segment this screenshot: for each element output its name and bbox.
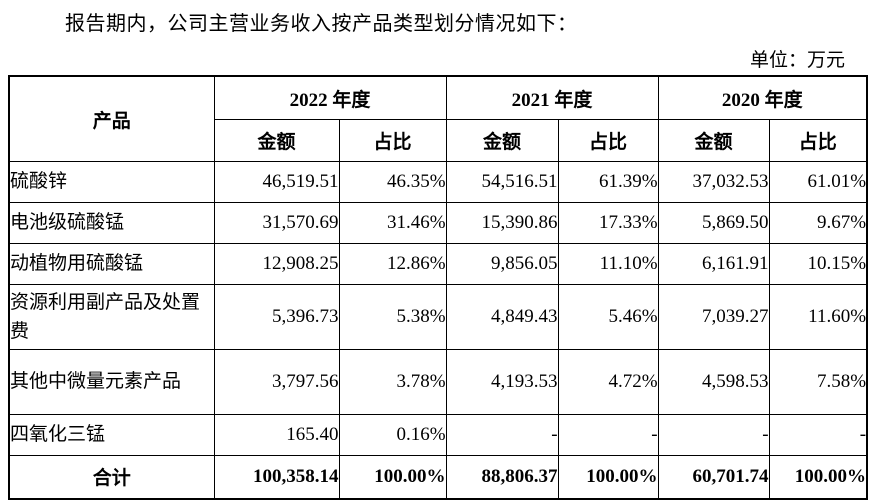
value-cell: 5.38% bbox=[338, 284, 447, 350]
value-cell: 12,908.25 bbox=[213, 243, 340, 285]
value-cell: 7.58% bbox=[768, 349, 868, 415]
value-cell: 7,039.27 bbox=[657, 284, 770, 350]
value-cell: 4,193.53 bbox=[445, 349, 559, 415]
ratio-header: 占比 bbox=[768, 119, 868, 162]
value-cell: 12.86% bbox=[338, 243, 447, 285]
value-cell: 61.01% bbox=[768, 161, 868, 203]
value-cell: - bbox=[768, 414, 868, 456]
value-cell: 5,396.73 bbox=[213, 284, 340, 350]
ratio-header: 占比 bbox=[557, 119, 659, 162]
value-cell: 9,856.05 bbox=[445, 243, 559, 285]
value-cell: 9.67% bbox=[768, 202, 868, 244]
value-cell: 10.15% bbox=[768, 243, 868, 285]
value-cell: - bbox=[445, 414, 559, 456]
value-cell: 31,570.69 bbox=[213, 202, 340, 244]
product-cell: 资源利用副产品及处置费 bbox=[8, 284, 215, 350]
table-row: 资源利用副产品及处置费 5,396.73 5.38% 4,849.43 5.46% 7,0… bbox=[8, 284, 868, 350]
value-cell: - bbox=[657, 414, 770, 456]
product-cell: 电池级硫酸锰 bbox=[8, 202, 215, 244]
total-value-cell: 88,806.37 bbox=[445, 455, 559, 499]
total-label-cell: 合计 bbox=[8, 455, 215, 499]
value-cell: - bbox=[557, 414, 659, 456]
table-row: 四氧化三锰 165.40 0.16% - - - - bbox=[8, 414, 868, 456]
amount-header: 金额 bbox=[657, 119, 770, 162]
value-cell: 54,516.51 bbox=[445, 161, 559, 203]
amount-header: 金额 bbox=[213, 119, 340, 162]
table-footer: 合计 100,358.14 100.00% 88,806.37 100.00% … bbox=[8, 455, 868, 499]
value-cell: 46.35% bbox=[338, 161, 447, 203]
value-cell: 3,797.56 bbox=[213, 349, 340, 415]
total-row: 合计 100,358.14 100.00% 88,806.37 100.00% … bbox=[8, 455, 868, 499]
value-cell: 11.10% bbox=[557, 243, 659, 285]
value-cell: 3.78% bbox=[338, 349, 447, 415]
value-cell: 5,869.50 bbox=[657, 202, 770, 244]
total-value-cell: 100.00% bbox=[338, 455, 447, 499]
unit-label: 单位：万元 bbox=[749, 50, 845, 71]
value-cell: 6,161.91 bbox=[657, 243, 770, 285]
total-value-cell: 100.00% bbox=[768, 455, 868, 499]
value-cell: 46,519.51 bbox=[213, 161, 340, 203]
value-cell: 5.46% bbox=[557, 284, 659, 350]
value-cell: 4,598.53 bbox=[657, 349, 770, 415]
value-cell: 0.16% bbox=[338, 414, 447, 456]
table-row: 硫酸锌 46,519.51 46.35% 54,516.51 61.39% 37,032.… bbox=[8, 161, 868, 203]
revenue-by-product-table: 产品 2022 年度 2021 年度 2020 年度 金额 占比 金额 占比 金… bbox=[8, 75, 869, 500]
amount-header: 金额 bbox=[445, 119, 559, 162]
ratio-header: 占比 bbox=[338, 119, 447, 162]
product-cell: 其他中微量元素产品 bbox=[8, 349, 215, 415]
year-header-2022: 2022 年度 bbox=[213, 75, 447, 120]
table-row: 动植物用硫酸锰 12,908.25 12.86% 9,856.05 11.10% 6,16… bbox=[8, 243, 868, 285]
table-row: 其他中微量元素产品 3,797.56 3.78% 4,193.53 4.72% 4,598… bbox=[8, 349, 868, 415]
product-cell: 动植物用硫酸锰 bbox=[8, 243, 215, 285]
value-cell: 165.40 bbox=[213, 414, 340, 456]
table-header: 产品 2022 年度 2021 年度 2020 年度 金额 占比 金额 占比 金… bbox=[8, 75, 868, 162]
year-header-2020: 2020 年度 bbox=[657, 75, 868, 120]
product-cell: 硫酸锌 bbox=[8, 161, 215, 203]
total-value-cell: 100,358.14 bbox=[213, 455, 340, 499]
product-cell: 四氧化三锰 bbox=[8, 414, 215, 456]
value-cell: 4,849.43 bbox=[445, 284, 559, 350]
value-cell: 15,390.86 bbox=[445, 202, 559, 244]
value-cell: 11.60% bbox=[768, 284, 868, 350]
value-cell: 31.46% bbox=[338, 202, 447, 244]
table-row: 电池级硫酸锰 31,570.69 31.46% 15,390.86 17.33% 5,86… bbox=[8, 202, 868, 244]
product-column-header: 产品 bbox=[8, 75, 215, 162]
value-cell: 61.39% bbox=[557, 161, 659, 203]
total-value-cell: 100.00% bbox=[557, 455, 659, 499]
value-cell: 37,032.53 bbox=[657, 161, 770, 203]
table-body: 硫酸锌 46,519.51 46.35% 54,516.51 61.39% 37,032.… bbox=[8, 161, 868, 456]
total-value-cell: 60,701.74 bbox=[657, 455, 770, 499]
intro-paragraph: 报告期内，公司主营业务收入按产品类型划分情况如下： bbox=[65, 13, 578, 35]
year-header-2021: 2021 年度 bbox=[445, 75, 659, 120]
value-cell: 17.33% bbox=[557, 202, 659, 244]
value-cell: 4.72% bbox=[557, 349, 659, 415]
